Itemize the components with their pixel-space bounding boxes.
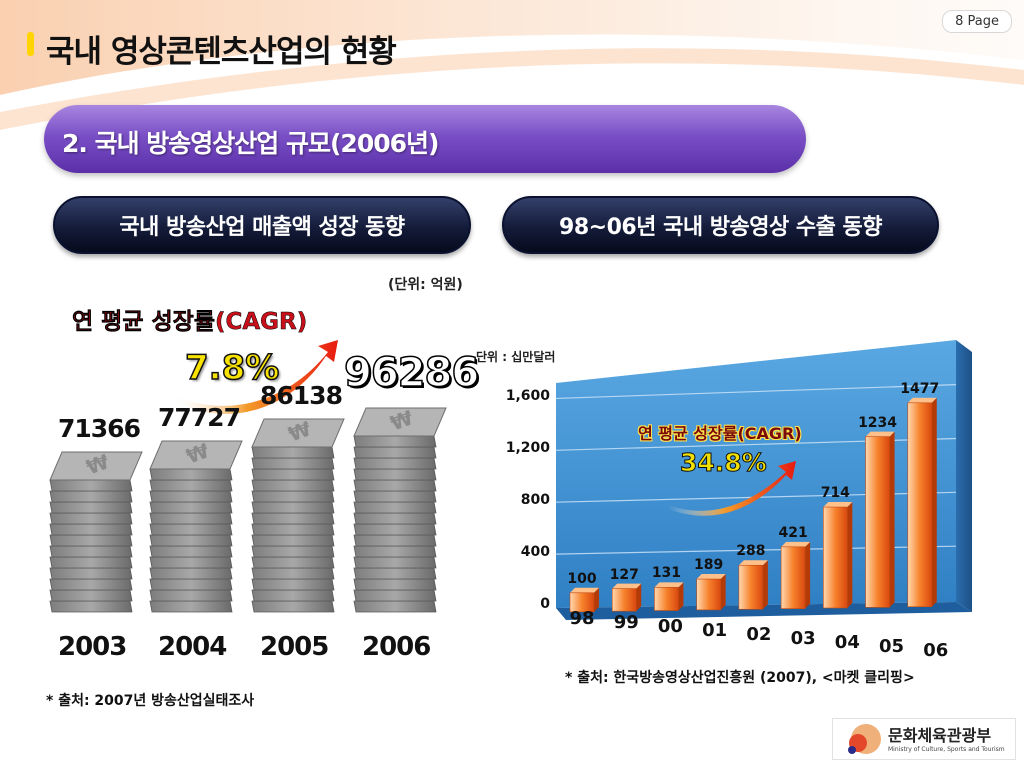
y-tick-label-1200: 1,200 — [505, 440, 550, 457]
x-category-label-04: 04 — [834, 632, 860, 653]
year-label-2005: 2005 — [260, 632, 329, 662]
bar-value-label-03: 421 — [778, 524, 808, 541]
x-category-label-02: 02 — [746, 624, 772, 645]
coin-stack-top-2005 — [251, 418, 345, 448]
chart-side-panel — [956, 340, 972, 612]
x-category-label-05: 05 — [879, 636, 905, 657]
y-tick-label-0: 0 — [540, 596, 550, 612]
left-cagr-label: 연 평균 성장률(CAGR) — [72, 309, 308, 336]
bar-value-label-99: 127 — [609, 566, 639, 583]
bar-02 — [738, 560, 768, 610]
right-source-note: * 출처: 한국방송영상산업진흥원 (2007), <마켓 클리핑> — [565, 670, 915, 686]
bar-value-label-00: 131 — [651, 565, 682, 582]
bar-06 — [907, 397, 937, 608]
title-marker — [27, 32, 34, 56]
left-source-note: * 출처: 2007년 방송산업실태조사 — [46, 693, 255, 709]
x-category-label-06: 06 — [923, 640, 949, 661]
value-label-2005: 86138 — [260, 381, 343, 410]
section-banner — [44, 105, 806, 173]
bar-value-label-02: 288 — [736, 543, 766, 560]
gridline-1600 — [555, 384, 957, 400]
bar-98 — [569, 587, 599, 613]
x-category-label-01: 01 — [702, 620, 728, 641]
x-category-label-03: 03 — [790, 628, 816, 649]
right-growth-arrow — [668, 461, 796, 516]
right-unit-label: 단위 : 십만달러 — [476, 350, 556, 364]
value-label-2003: 71366 — [58, 414, 141, 443]
right-cagr-value: 34.8% — [680, 448, 768, 478]
right-cagr-label: 연 평균 성장률(CAGR) — [638, 424, 802, 443]
coin-stack-2003: ₩ — [49, 449, 143, 613]
x-category-label-98: 98 — [569, 608, 595, 629]
value-label-2006: 96286 — [343, 349, 480, 397]
left-unit-label: (단위: 억원) — [388, 277, 463, 293]
bar-value-label-06: 1477 — [900, 380, 940, 397]
value-label-2004: 77727 — [158, 403, 241, 432]
bar-99 — [611, 583, 642, 612]
chart-back-panel — [556, 340, 956, 608]
coin-stack-top-2006 — [353, 407, 447, 437]
year-label-2006: 2006 — [362, 632, 431, 662]
bar-value-label-98: 100 — [567, 570, 597, 587]
coin-stack-2005: ₩ — [251, 416, 345, 613]
coin-stack-2004: ₩ — [149, 438, 243, 613]
bar-01 — [696, 574, 726, 611]
ministry-logo-subtitle: Ministry of Culture, Sports and Tourism — [888, 746, 1005, 753]
bar-value-label-04: 714 — [820, 485, 850, 502]
left-growth-arrow — [172, 340, 338, 414]
bar-04 — [823, 502, 853, 609]
coin-stack-top-2003 — [49, 451, 143, 481]
y-tick-label-400: 400 — [520, 544, 550, 561]
page-title: 국내 영상콘텐츠산업의 현황 — [46, 34, 397, 70]
y-tick-label-1600: 1,600 — [505, 388, 550, 405]
section-title: 2. 국내 방송영상산업 규모(2006년) — [62, 129, 439, 158]
year-label-2004: 2004 — [158, 632, 227, 662]
coin-stack-2006: ₩ — [353, 405, 447, 613]
page-number-badge: 8 Page — [942, 10, 1012, 33]
coin-stack-top-2004 — [149, 440, 243, 470]
year-label-2003: 2003 — [58, 632, 127, 662]
bar-00 — [654, 582, 684, 611]
left-cagr-value: 7.8% — [184, 347, 280, 389]
bar-value-label-05: 1234 — [858, 414, 898, 431]
x-category-label-99: 99 — [613, 612, 639, 633]
right-panel-title: 98~06년 국내 방송영상 수출 동향 — [502, 196, 939, 254]
bar-05 — [865, 431, 895, 608]
bar-value-label-01: 189 — [694, 557, 724, 574]
left-panel-title: 국내 방송산업 매출액 성장 동향 — [53, 196, 471, 254]
bar-03 — [780, 541, 811, 609]
ministry-logo-name: 문화체육관광부 — [888, 726, 992, 745]
y-tick-label-800: 800 — [520, 492, 550, 509]
x-category-label-00: 00 — [657, 616, 683, 637]
